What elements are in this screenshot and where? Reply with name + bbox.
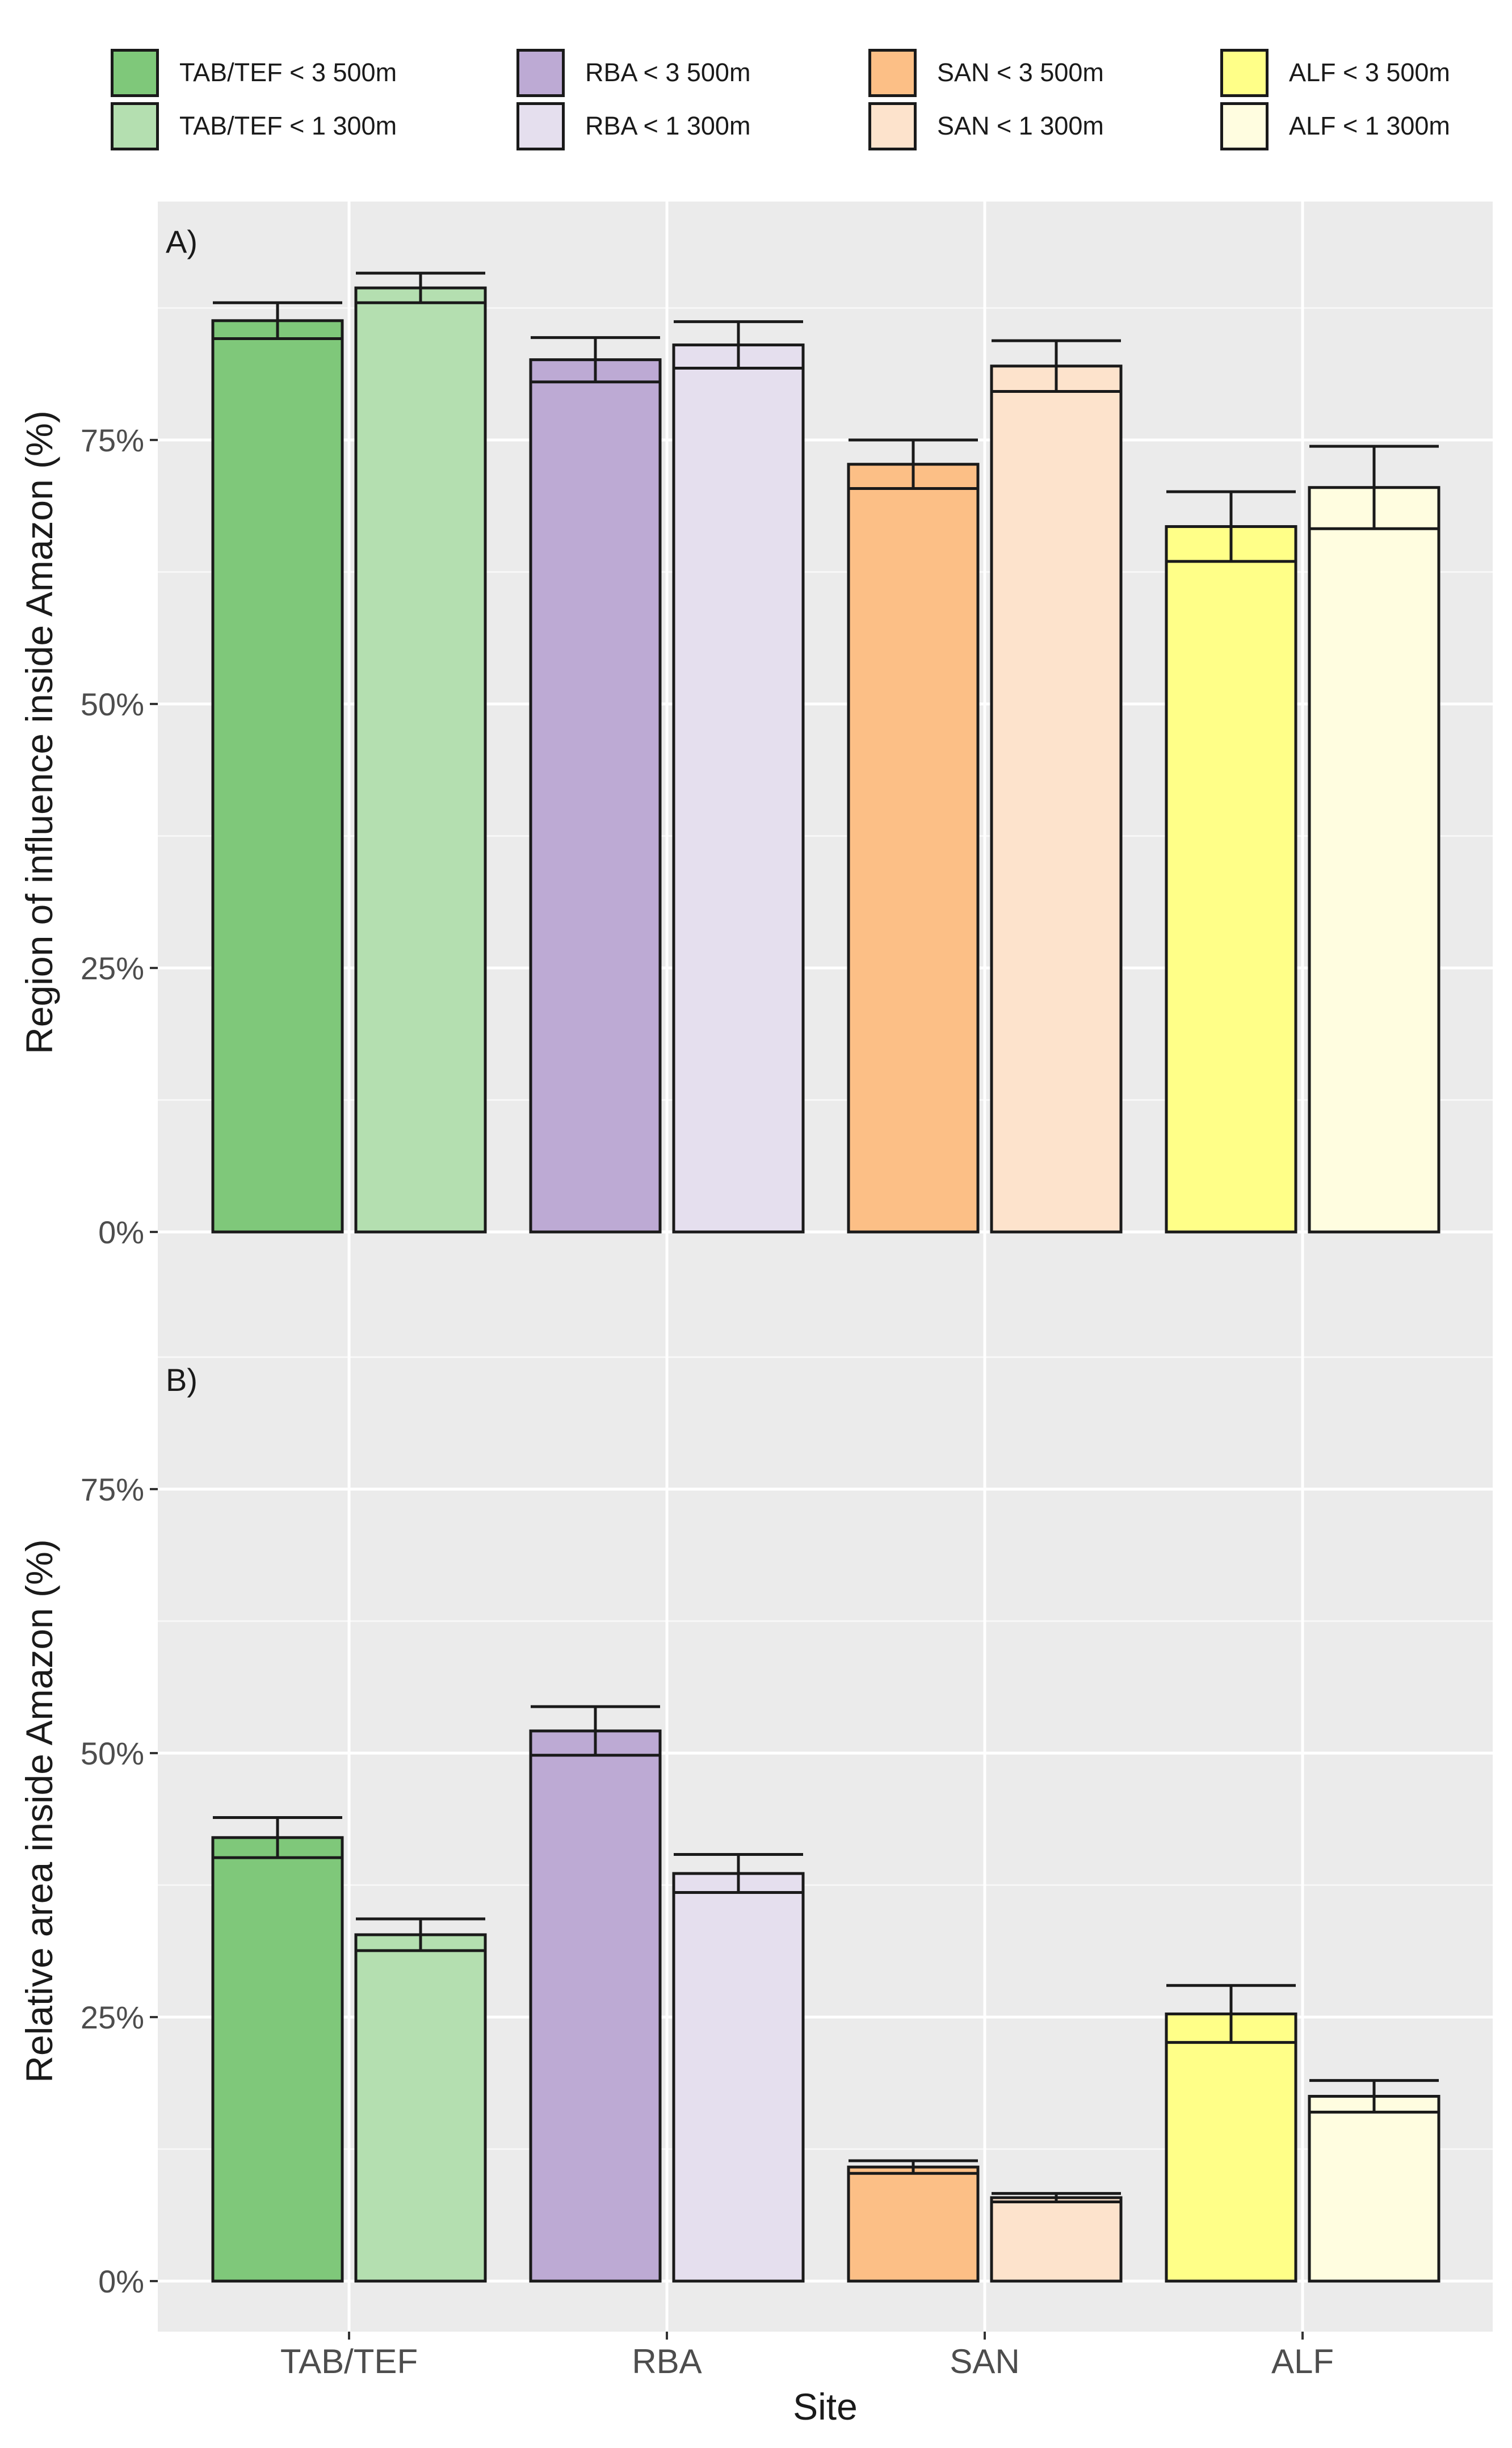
legend-swatch [111, 48, 159, 97]
bar-1300m [990, 364, 1123, 1234]
legend-label: TAB/TEF < 1 300m [179, 111, 397, 140]
legend-label: ALF < 3 500m [1289, 58, 1450, 87]
bar-1300m [672, 1872, 805, 2283]
y-tick-label: 75% [81, 1472, 144, 1507]
bar-3500m [529, 1729, 662, 2283]
legend-swatch [516, 48, 565, 97]
x-tick-label: TAB/TEF [280, 2342, 418, 2380]
legend-label: TAB/TEF < 3 500m [179, 58, 397, 87]
bar-3500m [1165, 2012, 1297, 2283]
bar-3500m [847, 2165, 980, 2283]
bar-3500m [529, 358, 662, 1234]
y-axis-title: Region of influence inside Amazon (%) [18, 410, 60, 1054]
legend-label: SAN < 3 500m [937, 58, 1104, 87]
legend-item: TAB/TEF < 1 300m [111, 98, 397, 154]
bar-1300m [990, 2196, 1123, 2283]
bar-1300m [354, 1933, 487, 2283]
legend-label: ALF < 1 300m [1289, 111, 1450, 140]
legend-swatch [1220, 102, 1269, 150]
legend-item: SAN < 1 300m [868, 98, 1104, 154]
legend-label: RBA < 1 300m [585, 111, 751, 140]
bar-1300m [672, 343, 805, 1234]
y-tick-label: 0% [98, 2263, 144, 2299]
bar-1300m [1308, 2095, 1440, 2283]
legend-swatch [1220, 48, 1269, 97]
y-tick-label: 25% [81, 2000, 144, 2035]
legend-item: ALF < 1 300m [1220, 98, 1450, 154]
x-axis-title: Site [793, 2386, 858, 2428]
y-tick-label: 25% [81, 950, 144, 986]
legend-item: RBA < 1 300m [516, 98, 750, 154]
bar-3500m [847, 463, 980, 1234]
y-tick-label: 50% [81, 1736, 144, 1771]
legend-swatch [111, 102, 159, 150]
x-tick-label: RBA [632, 2342, 702, 2380]
legend-label: RBA < 3 500m [585, 58, 751, 87]
bar-3500m [211, 1836, 344, 2283]
legend-item: RBA < 3 500m [516, 44, 750, 101]
panel-label: A) [166, 224, 198, 259]
bar-1300m [1308, 486, 1440, 1234]
legend-swatch [868, 102, 917, 150]
panel-label: B) [166, 1362, 198, 1398]
bar-3500m [1165, 525, 1297, 1234]
bar-3500m [211, 319, 344, 1234]
y-tick-label: 75% [81, 422, 144, 458]
legend-label: SAN < 1 300m [937, 111, 1104, 140]
bar-1300m [354, 286, 487, 1234]
legend-swatch [516, 102, 565, 150]
y-tick-label: 0% [98, 1214, 144, 1250]
legend-item: ALF < 3 500m [1220, 44, 1450, 101]
legend-swatch [868, 48, 917, 97]
y-axis-title: Relative area inside Amazon (%) [18, 1539, 60, 2082]
x-tick-label: SAN [950, 2342, 1019, 2380]
y-tick-label: 50% [81, 686, 144, 722]
x-tick-label: ALF [1271, 2342, 1334, 2380]
legend-item: TAB/TEF < 3 500m [111, 44, 397, 101]
legend-item: SAN < 3 500m [868, 44, 1104, 101]
